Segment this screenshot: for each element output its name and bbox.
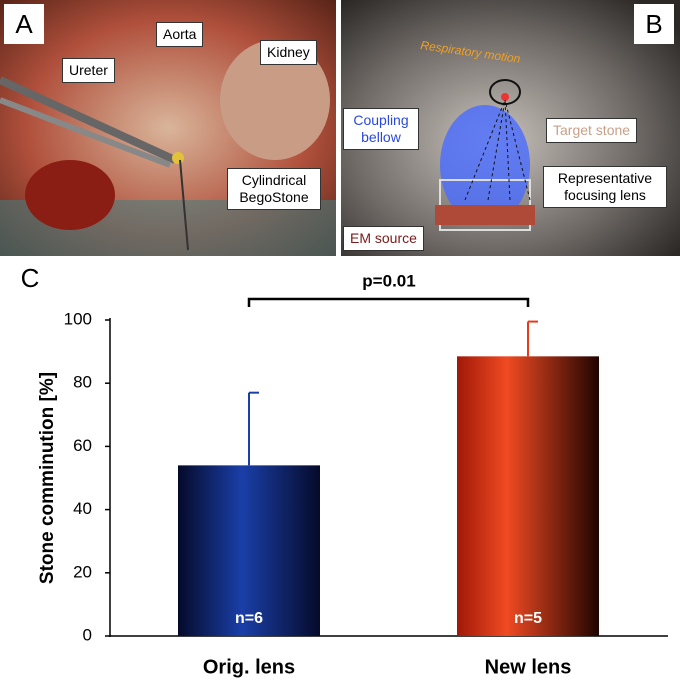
photo-label: Cylindrical BegoStone [227, 168, 321, 210]
x-tick-label: New lens [485, 656, 572, 678]
bar [457, 356, 599, 636]
bar-label: n=5 [514, 610, 542, 627]
y-tick-label: 100 [64, 309, 92, 328]
bar-label: n=6 [235, 610, 263, 627]
photo-label: EM source [343, 226, 424, 251]
photo-label: Target stone [546, 118, 638, 143]
panel-label: B [634, 4, 674, 44]
panel-label: A [4, 4, 44, 44]
y-tick-label: 0 [83, 625, 92, 644]
photo-label: Ureter [62, 58, 115, 83]
y-tick-label: 80 [73, 373, 92, 392]
significance-bracket [247, 297, 530, 307]
y-tick-label: 60 [73, 436, 92, 455]
y-tick-label: 40 [73, 499, 92, 518]
x-tick-label: Orig. lens [203, 656, 295, 678]
y-axis-label: Stone comminution [%] [37, 372, 58, 584]
annotation: p=0.01 [362, 271, 415, 290]
photo-label: Coupling bellow [343, 108, 419, 150]
bar [178, 465, 320, 636]
y-tick-label: 20 [73, 562, 92, 581]
photo-label: Aorta [156, 22, 204, 47]
photo-label: Kidney [260, 40, 317, 65]
photo-label: Representative focusing lens [543, 166, 667, 208]
panel-label: C [21, 263, 40, 293]
